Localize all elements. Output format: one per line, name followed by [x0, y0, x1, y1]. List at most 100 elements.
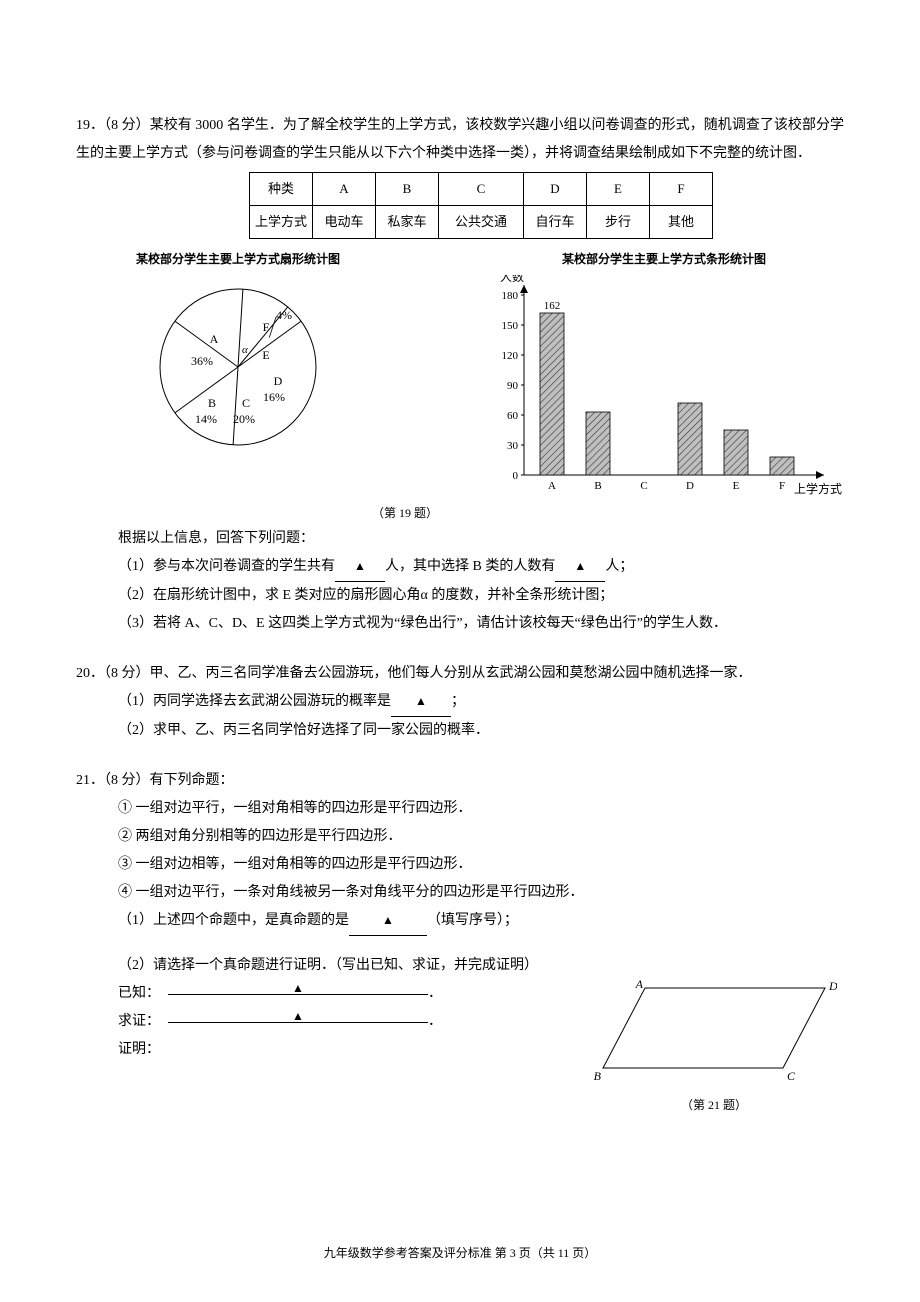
q20-intro: 甲、乙、丙三名同学准备去公园游玩，他们每人分别从玄武湖公园和莫愁湖公园中随机选择… [150, 666, 752, 681]
svg-text:C: C [787, 1069, 796, 1080]
q21-given-blank: ▲ [168, 980, 428, 995]
svg-text:36%: 36% [191, 354, 213, 368]
table-cell: 私家车 [376, 206, 439, 239]
svg-text:90: 90 [507, 380, 519, 392]
q21-given-row: 已知： ▲ ． [76, 980, 584, 1008]
table-cell: 上学方式 [250, 206, 313, 239]
q20-sub1-b: ； [451, 694, 465, 709]
q21-proof-row: 已知： ▲ ． 求证： ▲ ． 证明： A D C B （第 21 题） [76, 980, 844, 1117]
q20-points: （8 分） [104, 666, 150, 681]
question-19: 19．（8 分）某校有 3000 名学生．为了解全校学生的上学方式，该校数学兴趣… [76, 112, 844, 638]
q19-sub1-a: （1）参与本次问卷调查的学生共有 [118, 559, 335, 574]
q21-items: ① 一组对边平行，一组对角相等的四边形是平行四边形．② 两组对角分别相等的四边形… [76, 795, 844, 907]
svg-text:B: B [594, 480, 601, 492]
q21-prove-label: 求证： [118, 1008, 168, 1036]
q21-proposition: ④ 一组对边平行，一条对角线被另一条对角线平分的四边形是平行四边形． [76, 879, 844, 907]
svg-text:0: 0 [513, 470, 519, 482]
table-cell: 步行 [587, 206, 650, 239]
q19-followup: 根据以上信息，回答下列问题： [76, 525, 844, 553]
q21-sub2: （2）请选择一个真命题进行证明．（写出已知、求证，并完成证明） [76, 952, 844, 980]
table-cell: 自行车 [524, 206, 587, 239]
q19-blank-2: ▲ [555, 553, 605, 582]
q21-given-label: 已知： [118, 980, 168, 1008]
q21-figure: A D C B （第 21 题） [584, 980, 844, 1117]
svg-text:E: E [262, 348, 269, 362]
table-cell: 公共交通 [439, 206, 524, 239]
page: 19． （8 分） 某校有 3000 名学生．为了解全校学生的上学方式，该校数学兴趣… [0, 0, 920, 1302]
q21-number: 21． [76, 773, 104, 788]
q19-charts: 某校部分学生主要上学方式扇形统计图 A36%B14%C20%D16%EF4%α … [76, 247, 844, 499]
svg-text:D: D [686, 480, 694, 492]
table-header-cell: C [439, 173, 524, 206]
q20-sub2: （2）求甲、乙、丙三名同学恰好选择了同一家公园的概率． [76, 717, 844, 745]
svg-text:B: B [208, 396, 216, 410]
triangle-icon: ▲ [292, 1004, 304, 1028]
q21-proof-label: 证明： [118, 1036, 168, 1064]
svg-text:4%: 4% [276, 308, 292, 322]
triangle-icon: ▲ [354, 559, 366, 573]
table-header-cell: E [587, 173, 650, 206]
q19-bar-chart: 0306090120150180人数上学方式ABCDEF162 [484, 275, 844, 499]
footer-text: 九年级数学参考答案及评分标准 第 3 页（共 11 页） [324, 1246, 597, 1260]
svg-text:B: B [594, 1069, 602, 1080]
q21-proof-text: 已知： ▲ ． 求证： ▲ ． 证明： [76, 980, 584, 1064]
triangle-icon: ▲ [382, 913, 394, 927]
q20-sub1: （1）丙同学选择去玄武湖公园游玩的概率是 ▲ ； [76, 688, 844, 717]
q19-fig-caption: （第 19 题） [0, 501, 844, 525]
q20-blank: ▲ [391, 688, 451, 717]
page-footer: 九年级数学参考答案及评分标准 第 3 页（共 11 页） [0, 1245, 920, 1262]
svg-text:20%: 20% [233, 412, 255, 426]
svg-text:D: D [274, 374, 283, 388]
q21-parallelogram: A D C B [591, 980, 837, 1080]
q20-number: 20． [76, 666, 104, 681]
q21-sub1: （1）上述四个命题中，是真命题的是▲（填写序号）； [76, 907, 844, 936]
svg-text:人数: 人数 [500, 275, 524, 284]
q19-pie-chart: A 36% B 14% C 20% D 16% EF 4% α [146, 275, 330, 459]
q19-intro: 某校有 3000 名学生．为了解全校学生的上学方式，该校数学兴趣小组以问卷调查的… [76, 118, 844, 161]
q21-intro: 有下列命题： [150, 773, 234, 788]
table-header-cell: D [524, 173, 587, 206]
q21-proof-label-row: 证明： [76, 1036, 584, 1064]
svg-text:14%: 14% [195, 412, 217, 426]
period: ． [428, 1008, 442, 1036]
q19-pie-col: 某校部分学生主要上学方式扇形统计图 A36%B14%C20%D16%EF4%α [118, 247, 358, 499]
svg-text:60: 60 [507, 410, 519, 422]
svg-text:16%: 16% [263, 390, 285, 404]
table-header-cell: B [376, 173, 439, 206]
svg-text:C: C [640, 480, 647, 492]
table-cell: 其他 [650, 206, 713, 239]
q20-sub1-a: （1）丙同学选择去玄武湖公园游玩的概率是 [118, 694, 391, 709]
triangle-icon: ▲ [292, 976, 304, 1000]
q21-proposition: ③ 一组对边相等，一组对角相等的四边形是平行四边形． [76, 851, 844, 879]
svg-text:F: F [779, 480, 785, 492]
svg-text:C: C [242, 396, 250, 410]
q21-blank: ▲ [349, 907, 427, 936]
q21-proposition: ① 一组对边平行，一组对角相等的四边形是平行四边形． [76, 795, 844, 823]
period: ． [428, 980, 442, 1008]
svg-text:上学方式: 上学方式 [794, 481, 842, 496]
svg-text:180: 180 [502, 290, 519, 302]
svg-text:A: A [635, 980, 644, 991]
svg-text:162: 162 [544, 300, 561, 312]
q21-prove-blank: ▲ [168, 1008, 428, 1023]
svg-text:120: 120 [502, 350, 519, 362]
svg-text:F: F [263, 320, 270, 334]
svg-text:A: A [210, 332, 219, 346]
svg-text:α: α [242, 344, 248, 356]
svg-text:E: E [733, 480, 740, 492]
q19-sub1: （1）参与本次问卷调查的学生共有▲人，其中选择 B 类的人数有▲人； [76, 553, 844, 582]
q21-points: （8 分） [104, 773, 150, 788]
triangle-icon: ▲ [574, 559, 586, 573]
table-header-cell: A [313, 173, 376, 206]
q21-fig-caption: （第 21 题） [584, 1093, 844, 1117]
q19-bar-col: 某校部分学生主要上学方式条形统计图 0306090120150180人数上学方式… [484, 247, 844, 499]
svg-text:D: D [828, 980, 837, 993]
q19-number: 19． [76, 118, 104, 133]
triangle-icon: ▲ [415, 694, 427, 708]
q19-sub1-b: 人，其中选择 B 类的人数有 [385, 559, 555, 574]
q19-bar-title: 某校部分学生主要上学方式条形统计图 [562, 247, 766, 271]
q21-sub1-a: （1）上述四个命题中，是真命题的是 [118, 913, 349, 928]
svg-text:30: 30 [507, 440, 519, 452]
table-header-cell: 种类 [250, 173, 313, 206]
svg-text:A: A [548, 480, 556, 492]
